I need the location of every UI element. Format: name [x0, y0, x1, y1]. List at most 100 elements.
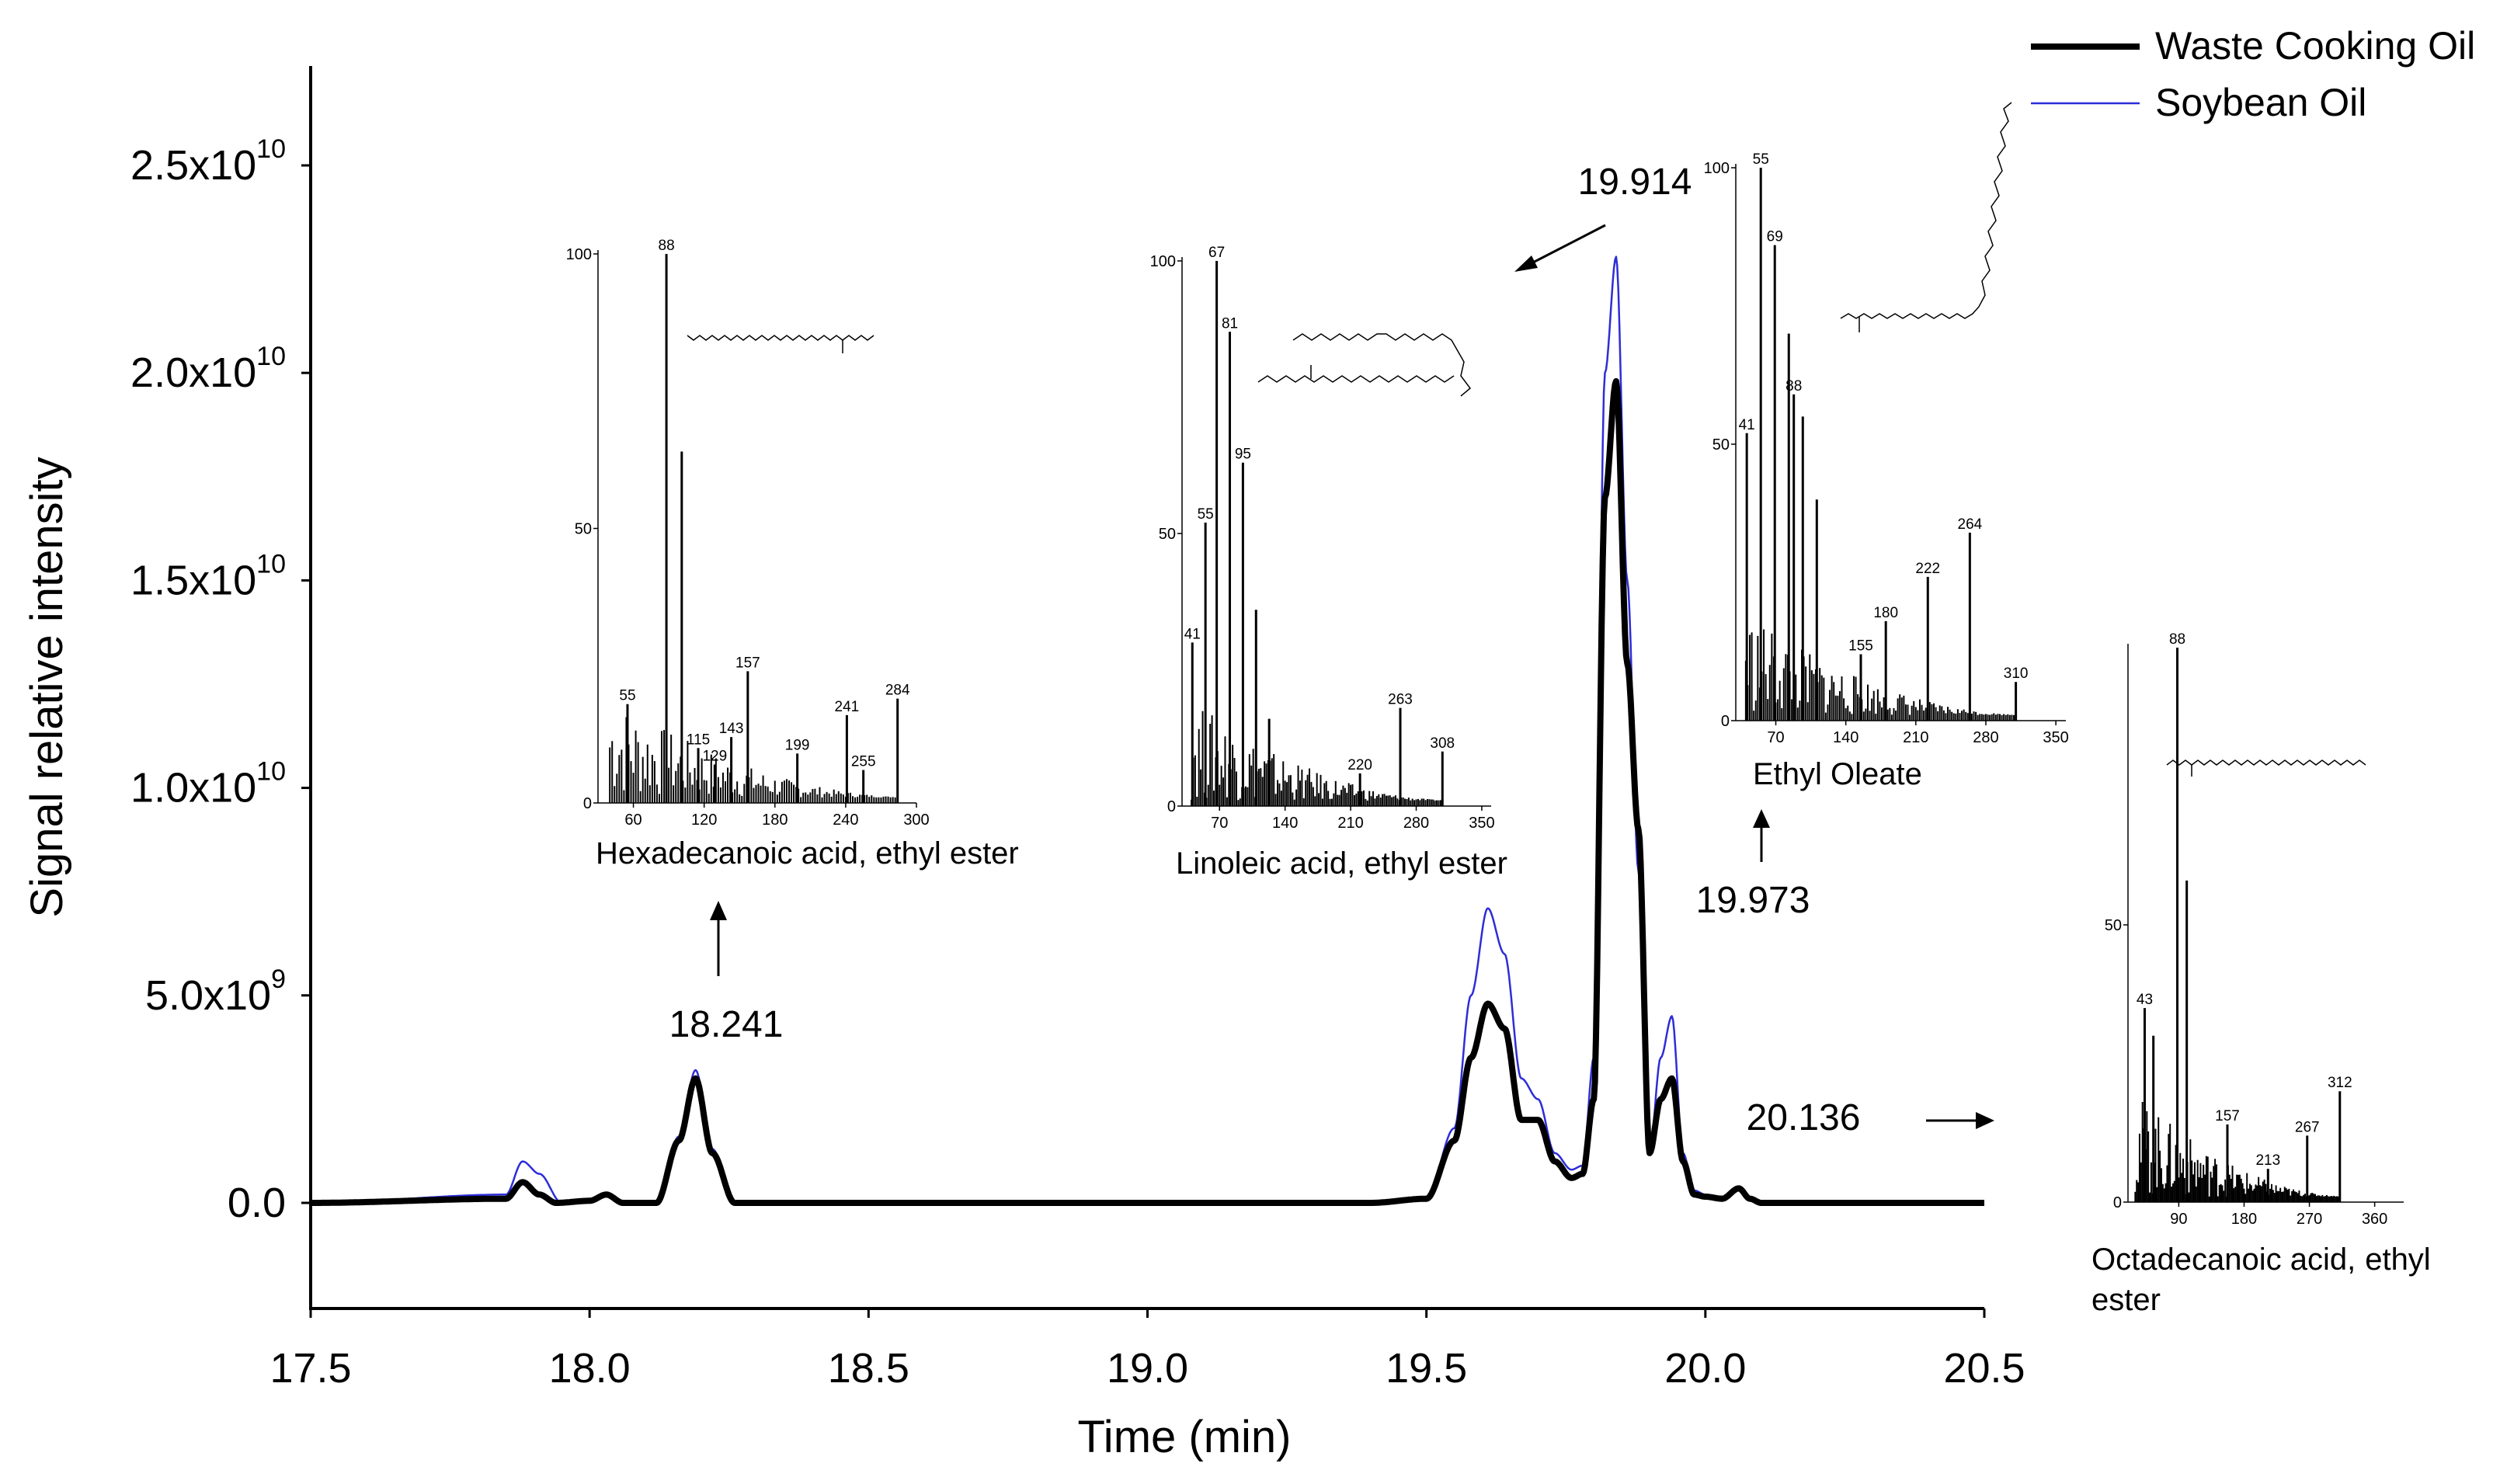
inset-x-tick-label: 140	[1833, 729, 1858, 746]
y-tick-label: 5.0x109	[145, 964, 286, 1019]
y-tick-label-exponent: 9	[271, 964, 286, 994]
inset-x-tick-label: 180	[2231, 1211, 2257, 1228]
y-tick-label-exponent: 10	[256, 757, 286, 787]
inset-spectrum-3: 0 50 100 70 140 210 280 350 41 55 69 88 155 180 222 264…	[1704, 151, 2069, 791]
inset-compound-name: Hexadecanoic acid, ethyl ester	[596, 836, 1019, 871]
inset-peak-label: 43	[2137, 992, 2153, 1008]
inset-compound-name: Ethyl Oleate	[1753, 757, 1922, 791]
inset-y-tick-label: 100	[566, 246, 592, 263]
inset-peak-label: 264	[1958, 516, 1983, 533]
inset-peak-label: 81	[1222, 315, 1238, 332]
inset-peak-label: 129	[702, 749, 727, 765]
inset-spectrum-4: 0 50 90 180 270 360 43 88 157 213 267 312 Octadecano…	[2091, 631, 2431, 1317]
inset-x-tick-label: 270	[2297, 1211, 2322, 1228]
inset-x-tick-label: 120	[691, 812, 717, 829]
inset-peak-label: 267	[2295, 1119, 2320, 1135]
legend-label-soybean-oil: Soybean Oil	[2155, 81, 2366, 124]
y-tick-label: 2.5x1010	[130, 134, 286, 189]
y-tick-label: 1.5x1010	[130, 549, 286, 603]
x-tick-label: 18.5	[828, 1345, 909, 1392]
peak-arrowhead-20-136	[1976, 1112, 1994, 1129]
y-axis-title: Signal relative intensity	[22, 457, 72, 917]
inset-x-tick-label: 280	[1403, 815, 1429, 832]
inset-peak-label: 213	[2255, 1152, 2280, 1169]
peak-label-20-136: 20.136	[1747, 1097, 1861, 1138]
inset-y-tick-label: 0	[1167, 798, 1176, 815]
inset-x-tick-label: 280	[1973, 729, 1998, 746]
x-axis-title: Time (min)	[1078, 1412, 1292, 1462]
inset-y-tick-label: 0	[2113, 1194, 2122, 1211]
inset-x-tick-label: 180	[762, 812, 788, 829]
inset-y-tick-label: 50	[575, 521, 592, 538]
inset-x-tick-label: 140	[1272, 815, 1298, 832]
peak-arrowhead-18-241	[710, 901, 727, 920]
inset-peak-label: 88	[1785, 378, 1802, 394]
inset-peak-label: 157	[735, 655, 760, 671]
y-tick-label-base: 1.5x10	[130, 557, 256, 603]
inset-peak-label: 199	[785, 737, 810, 753]
x-tick-labels: 17.5 18.0 18.5 19.0 19.5 20.0 20.5	[269, 1308, 2025, 1392]
inset-peak-label: 41	[1184, 626, 1201, 642]
x-tick-label: 18.0	[549, 1345, 631, 1392]
y-tick-label: 0.0	[228, 1180, 286, 1226]
inset-peak-label: 88	[2169, 631, 2185, 648]
inset-peak-label: 308	[1430, 735, 1455, 752]
inset-peak-label: 41	[1739, 417, 1755, 433]
inset-x-tick-label: 350	[2043, 729, 2068, 746]
legend-label-waste-cooking-oil: Waste Cooking Oil	[2155, 24, 2475, 68]
inset-peak-label: 155	[1848, 638, 1873, 655]
inset-x-tick-label: 70	[1211, 815, 1228, 832]
x-tick-label: 19.5	[1386, 1345, 1467, 1392]
inset-peak-label: 67	[1208, 245, 1225, 261]
peak-label-18-241: 18.241	[669, 1004, 784, 1045]
peak-label-19-973: 19.973	[1696, 880, 1810, 921]
y-tick-label: 1.0x1010	[130, 757, 286, 812]
inset-y-tick-label: 50	[1712, 436, 1730, 454]
inset-x-tick-label: 360	[2362, 1211, 2387, 1228]
molecule-ethyl-oleate-structure	[1840, 102, 2012, 332]
inset-y-tick-label: 100	[1704, 160, 1730, 177]
inset-x-tick-label: 70	[1767, 729, 1784, 746]
inset-y-tick-label: 50	[2105, 917, 2122, 934]
inset-peak-label: 157	[2215, 1108, 2240, 1124]
inset-compound-name: Octadecanoic acid, ethyl	[2091, 1242, 2431, 1277]
chromatogram-series	[308, 255, 1987, 1206]
inset-y-tick-label: 100	[1150, 253, 1176, 270]
inset-peak-label: 241	[835, 699, 860, 715]
inset-peak-label: 55	[619, 688, 635, 704]
inset-compound-name: Linoleic acid, ethyl ester	[1176, 846, 1507, 881]
series-soybean-oil	[311, 255, 1984, 1204]
inset-x-tick-label: 300	[903, 812, 929, 829]
inset-peak-label: 143	[719, 721, 744, 737]
y-tick-label-base: 0.0	[228, 1180, 286, 1226]
y-tick-label: 2.0x1010	[130, 342, 286, 396]
peak-arrowhead-19-973	[1753, 809, 1770, 828]
inset-x-tick-label: 210	[1337, 815, 1363, 832]
molecule-octadecanoate-structure	[2166, 759, 2366, 777]
inset-y-tick-label: 0	[1721, 713, 1730, 730]
inset-x-tick-label: 350	[1469, 815, 1494, 832]
inset-peak-label: 222	[1915, 561, 1940, 577]
series-waste-cooking-oil	[308, 377, 1987, 1206]
y-tick-labels: 0.05.0x1091.0x10101.5x10102.0x10102.5x10…	[130, 134, 311, 1226]
y-tick-label-base: 1.0x10	[130, 765, 256, 812]
inset-peak-label: 115	[687, 732, 710, 748]
inset-peak-label: 95	[1235, 447, 1251, 463]
x-tick-label: 20.5	[1943, 1345, 2025, 1392]
peak-annotations: 18.241 19.914 19.973 20.136	[669, 162, 1994, 1138]
inset-peak-label: 55	[1198, 506, 1214, 523]
inset-peak-label: 310	[2004, 666, 2029, 682]
inset-peak-label: 220	[1347, 757, 1372, 773]
legend: Waste Cooking Oil Soybean Oil	[2031, 24, 2475, 124]
y-tick-label-base: 5.0x10	[145, 972, 271, 1019]
inset-peak-label: 312	[2328, 1075, 2352, 1091]
inset-y-tick-label: 0	[583, 795, 592, 812]
x-tick-label: 17.5	[269, 1345, 351, 1392]
peak-arrow-19-914	[1529, 224, 1606, 266]
inset-x-tick-label: 240	[833, 812, 858, 829]
inset-peak-label: 180	[1873, 605, 1898, 621]
inset-compound-name-line2: ester	[2091, 1283, 2161, 1317]
molecule-hexadecanoate-structure	[687, 335, 874, 353]
